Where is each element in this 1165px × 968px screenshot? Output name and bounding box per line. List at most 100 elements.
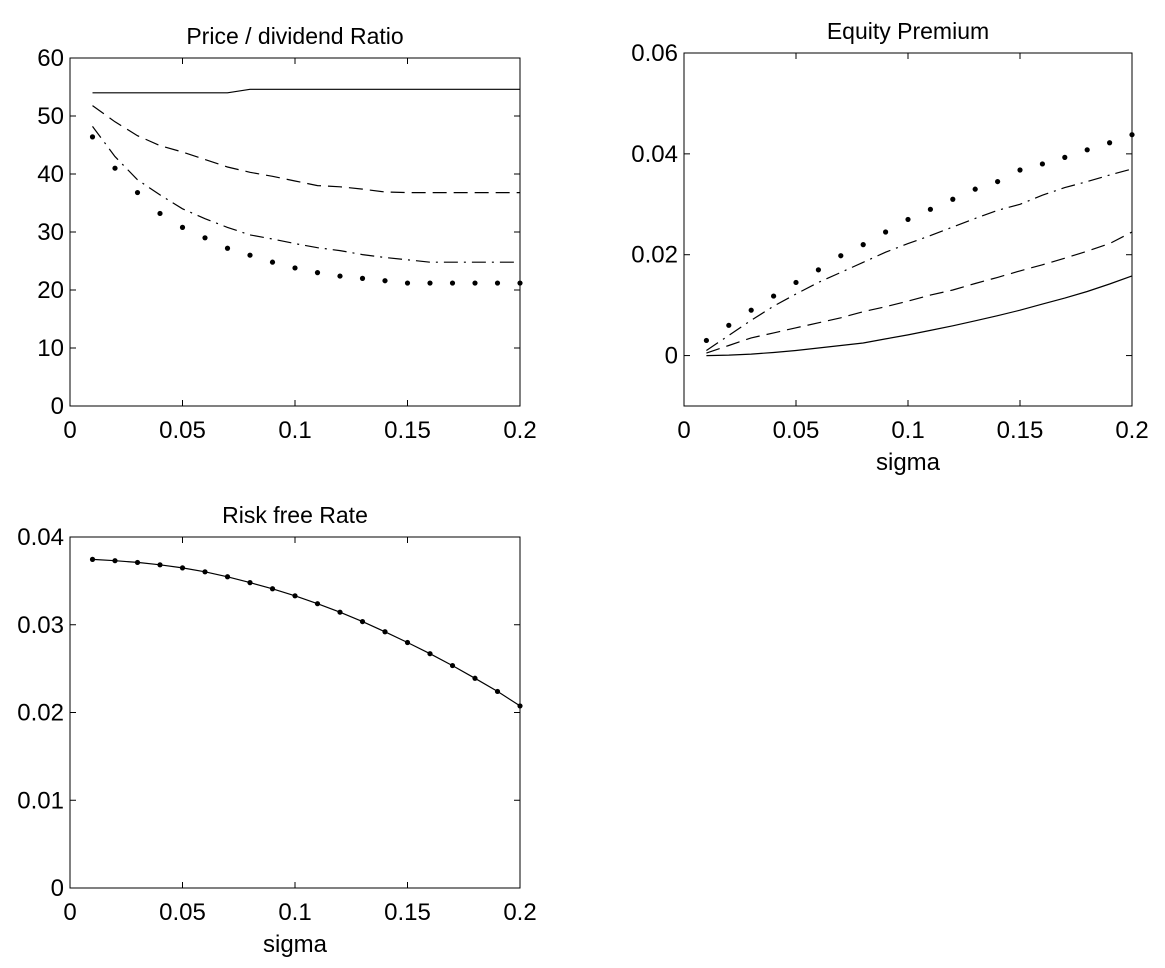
y-tick-label: 10 (37, 335, 64, 362)
series-2-point (494, 688, 501, 695)
series-4-point (494, 280, 501, 286)
series-4-point (427, 280, 433, 286)
series-2-point (134, 559, 141, 566)
axes-frame (683, 52, 1133, 407)
series-2-point (247, 580, 253, 586)
x-tick-label: 0.15 (384, 417, 431, 444)
series-4-point (202, 235, 208, 241)
series-2-point (202, 569, 208, 575)
series-4-point (224, 245, 231, 251)
series-4-point (89, 134, 96, 140)
series-4-point (292, 265, 298, 271)
series-4-point (748, 307, 754, 313)
series-4-point (179, 224, 186, 230)
series-4-point (472, 280, 478, 286)
series-2-point (382, 629, 388, 635)
x-tick-label: 0.05 (159, 899, 206, 926)
x-tick-label: 0.05 (773, 417, 820, 444)
chart-title: Risk free Rate (222, 502, 368, 528)
series-2-point (472, 675, 478, 681)
y-tick-label: 20 (37, 277, 64, 304)
series-2-point (517, 703, 523, 709)
y-tick-label: 0.02 (17, 700, 64, 727)
x-tick-label: 0.2 (1115, 417, 1148, 444)
series-1-line (706, 275, 1133, 357)
x-tick-label: 0.1 (278, 899, 311, 926)
x-tick-label: 0 (63, 417, 76, 444)
series-4-point (703, 337, 710, 344)
series-2-line (92, 105, 520, 194)
series-2-point (359, 618, 366, 625)
x-tick-label: 0.1 (891, 417, 924, 444)
y-tick-label: 0.03 (17, 612, 64, 639)
chart-title: Price / dividend Ratio (186, 23, 403, 49)
series-2-point (157, 562, 163, 568)
series-1-line (92, 88, 520, 94)
series-3-line (92, 126, 520, 263)
series-4-point (815, 267, 822, 273)
series-2-point (179, 565, 186, 571)
series-4-point (1039, 161, 1045, 167)
y-tick-label: 40 (37, 161, 64, 188)
x-tick-label: 0 (63, 899, 76, 926)
y-tick-label: 0.02 (631, 242, 678, 269)
series-2-point (449, 662, 456, 669)
series-4-point (860, 242, 866, 248)
series-4-point (972, 186, 978, 192)
chart-title: Equity Premium (827, 18, 989, 44)
series-2-point (224, 574, 231, 580)
series-4-point (793, 279, 799, 286)
series-2-line (706, 231, 1133, 354)
series-4-point (1017, 167, 1023, 173)
series-2-point (314, 601, 321, 607)
x-tick-label: 0.2 (503, 417, 536, 444)
series-2-point (404, 639, 411, 646)
series-4-point (247, 252, 253, 258)
series-4-point (337, 273, 343, 279)
series-4-point (995, 178, 1001, 185)
series-4-point (771, 293, 777, 299)
y-tick-label: 0 (665, 343, 678, 370)
axes-frame (69, 57, 521, 407)
series-4-point (112, 165, 118, 171)
series-4-point (1129, 132, 1135, 138)
x-tick-label: 0 (677, 417, 690, 444)
series-4-point (404, 280, 411, 286)
series-4-point (927, 206, 934, 212)
y-tick-label: 0.04 (17, 524, 64, 551)
x-axis-label: sigma (876, 449, 941, 476)
x-tick-label: 0.1 (278, 417, 311, 444)
x-tick-label: 0.15 (997, 417, 1044, 444)
series-4-point (134, 189, 141, 196)
series-4-point (883, 229, 889, 235)
series-4-point (1084, 147, 1090, 153)
series-3-line (706, 168, 1133, 351)
series-4-point (517, 280, 523, 286)
series-4-point (1107, 140, 1113, 146)
y-tick-label: 50 (37, 103, 64, 130)
series-4-point (382, 278, 388, 284)
chart-panel-3: Risk free Rate 0 0.05 0.1 0.15 0.2 0 0.01 0.02 0.… (17, 502, 536, 958)
x-tick-label: 0.2 (503, 899, 536, 926)
y-tick-label: 0.04 (631, 141, 678, 168)
series-4-point (314, 270, 321, 276)
y-tick-label: 0.01 (17, 787, 64, 814)
chart-panel-1: Price / dividend Ratio 0 0.05 0.1 0.15 0.2 0 10… (37, 23, 536, 444)
y-tick-label: 0 (51, 875, 64, 902)
series-4-point (449, 280, 456, 286)
series-2-point (292, 593, 298, 599)
series-2-point (427, 651, 433, 657)
series-4-point (838, 253, 844, 259)
series-2-point (337, 609, 343, 615)
chart-panel-2: Equity Premium 0 0.05 0.1 0.15 0.2 0 0.02 0.04 0.… (631, 18, 1148, 476)
x-tick-label: 0.05 (159, 417, 206, 444)
series-4-point (359, 275, 366, 281)
series-1-line (92, 558, 521, 707)
series-4-point (157, 210, 163, 217)
series-4-point (726, 322, 732, 328)
series-4-point (269, 259, 276, 265)
series-2-point (112, 558, 118, 564)
x-tick-label: 0.15 (384, 899, 431, 926)
